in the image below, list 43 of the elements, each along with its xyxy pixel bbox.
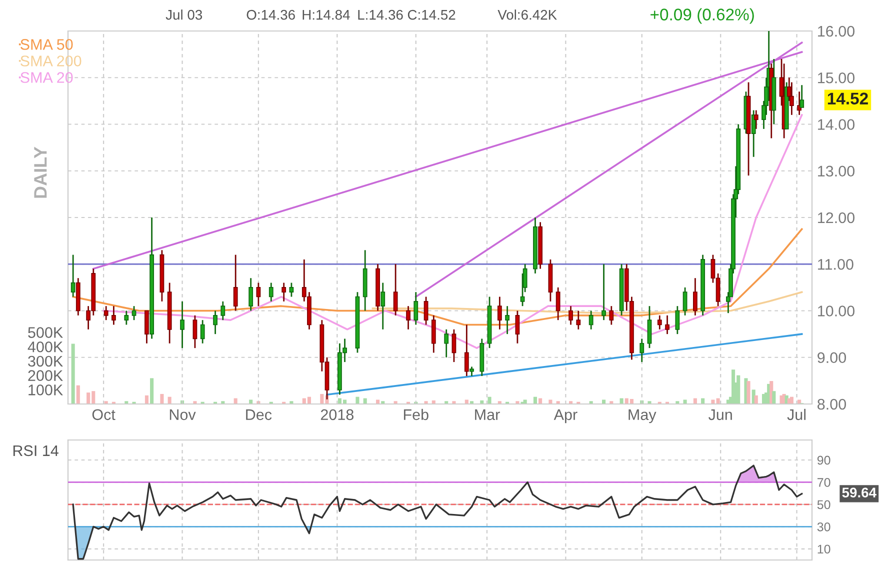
x-tick-label: Feb <box>404 408 428 420</box>
text: O:14.36 <box>246 10 295 20</box>
text: L:14.36 <box>358 10 403 20</box>
y2-tick-label: 300K <box>28 356 63 367</box>
y-tick-label: 14.00 <box>818 119 854 130</box>
x-tick-label: Mar <box>475 409 500 420</box>
text: Vol:6.42K <box>498 10 557 20</box>
x-tick-label: Jul <box>787 408 806 420</box>
chart-title: RSI 14 <box>13 445 58 456</box>
y-tick-label: 15.00 <box>818 72 854 84</box>
y-tick-label: 50 <box>817 500 830 510</box>
annotation: 14.52 <box>828 92 868 104</box>
y2-tick-label: 400K <box>28 341 63 352</box>
x-tick-label: Oct <box>92 409 116 420</box>
y2-tick-label: 200K <box>28 370 63 381</box>
x-tick-label: 2018 <box>320 409 354 420</box>
y2-tick-label: 500K <box>28 327 63 338</box>
y-tick-label: 12.00 <box>818 212 854 224</box>
text: +0.09 (0.62%) <box>650 8 754 24</box>
legend-label: SMA 20 <box>20 72 73 83</box>
y-tick-label: 16.00 <box>818 26 854 37</box>
x-tick-label: May <box>628 409 656 424</box>
text: C:14.52 <box>408 10 456 20</box>
y-tick-label: 90 <box>817 456 830 465</box>
legend-label: SMA 50 <box>20 39 73 50</box>
text: DAILY <box>34 146 47 198</box>
annotation: 59.64 <box>842 488 876 498</box>
y-tick-label: 10.00 <box>818 306 854 316</box>
y-tick-label: 11.00 <box>818 258 854 270</box>
x-tick-label: Jun <box>708 409 732 420</box>
y-tick-label: 10 <box>818 544 830 554</box>
x-tick-label: Nov <box>170 409 196 420</box>
y-tick-label: 8.00 <box>818 398 846 410</box>
x-tick-label: Dec <box>246 409 272 420</box>
x-tick-label: Apr <box>554 409 578 424</box>
legend-label: SMA 200 <box>20 56 82 66</box>
y-tick-label: 70 <box>818 478 830 487</box>
y-tick-label: 30 <box>817 522 830 532</box>
text: H:14.84 <box>302 10 350 20</box>
y-tick-label: 9.00 <box>818 352 846 364</box>
text: Jul 03 <box>166 10 202 20</box>
y-tick-label: 13.00 <box>818 166 854 177</box>
y2-tick-label: 100K <box>28 384 63 396</box>
